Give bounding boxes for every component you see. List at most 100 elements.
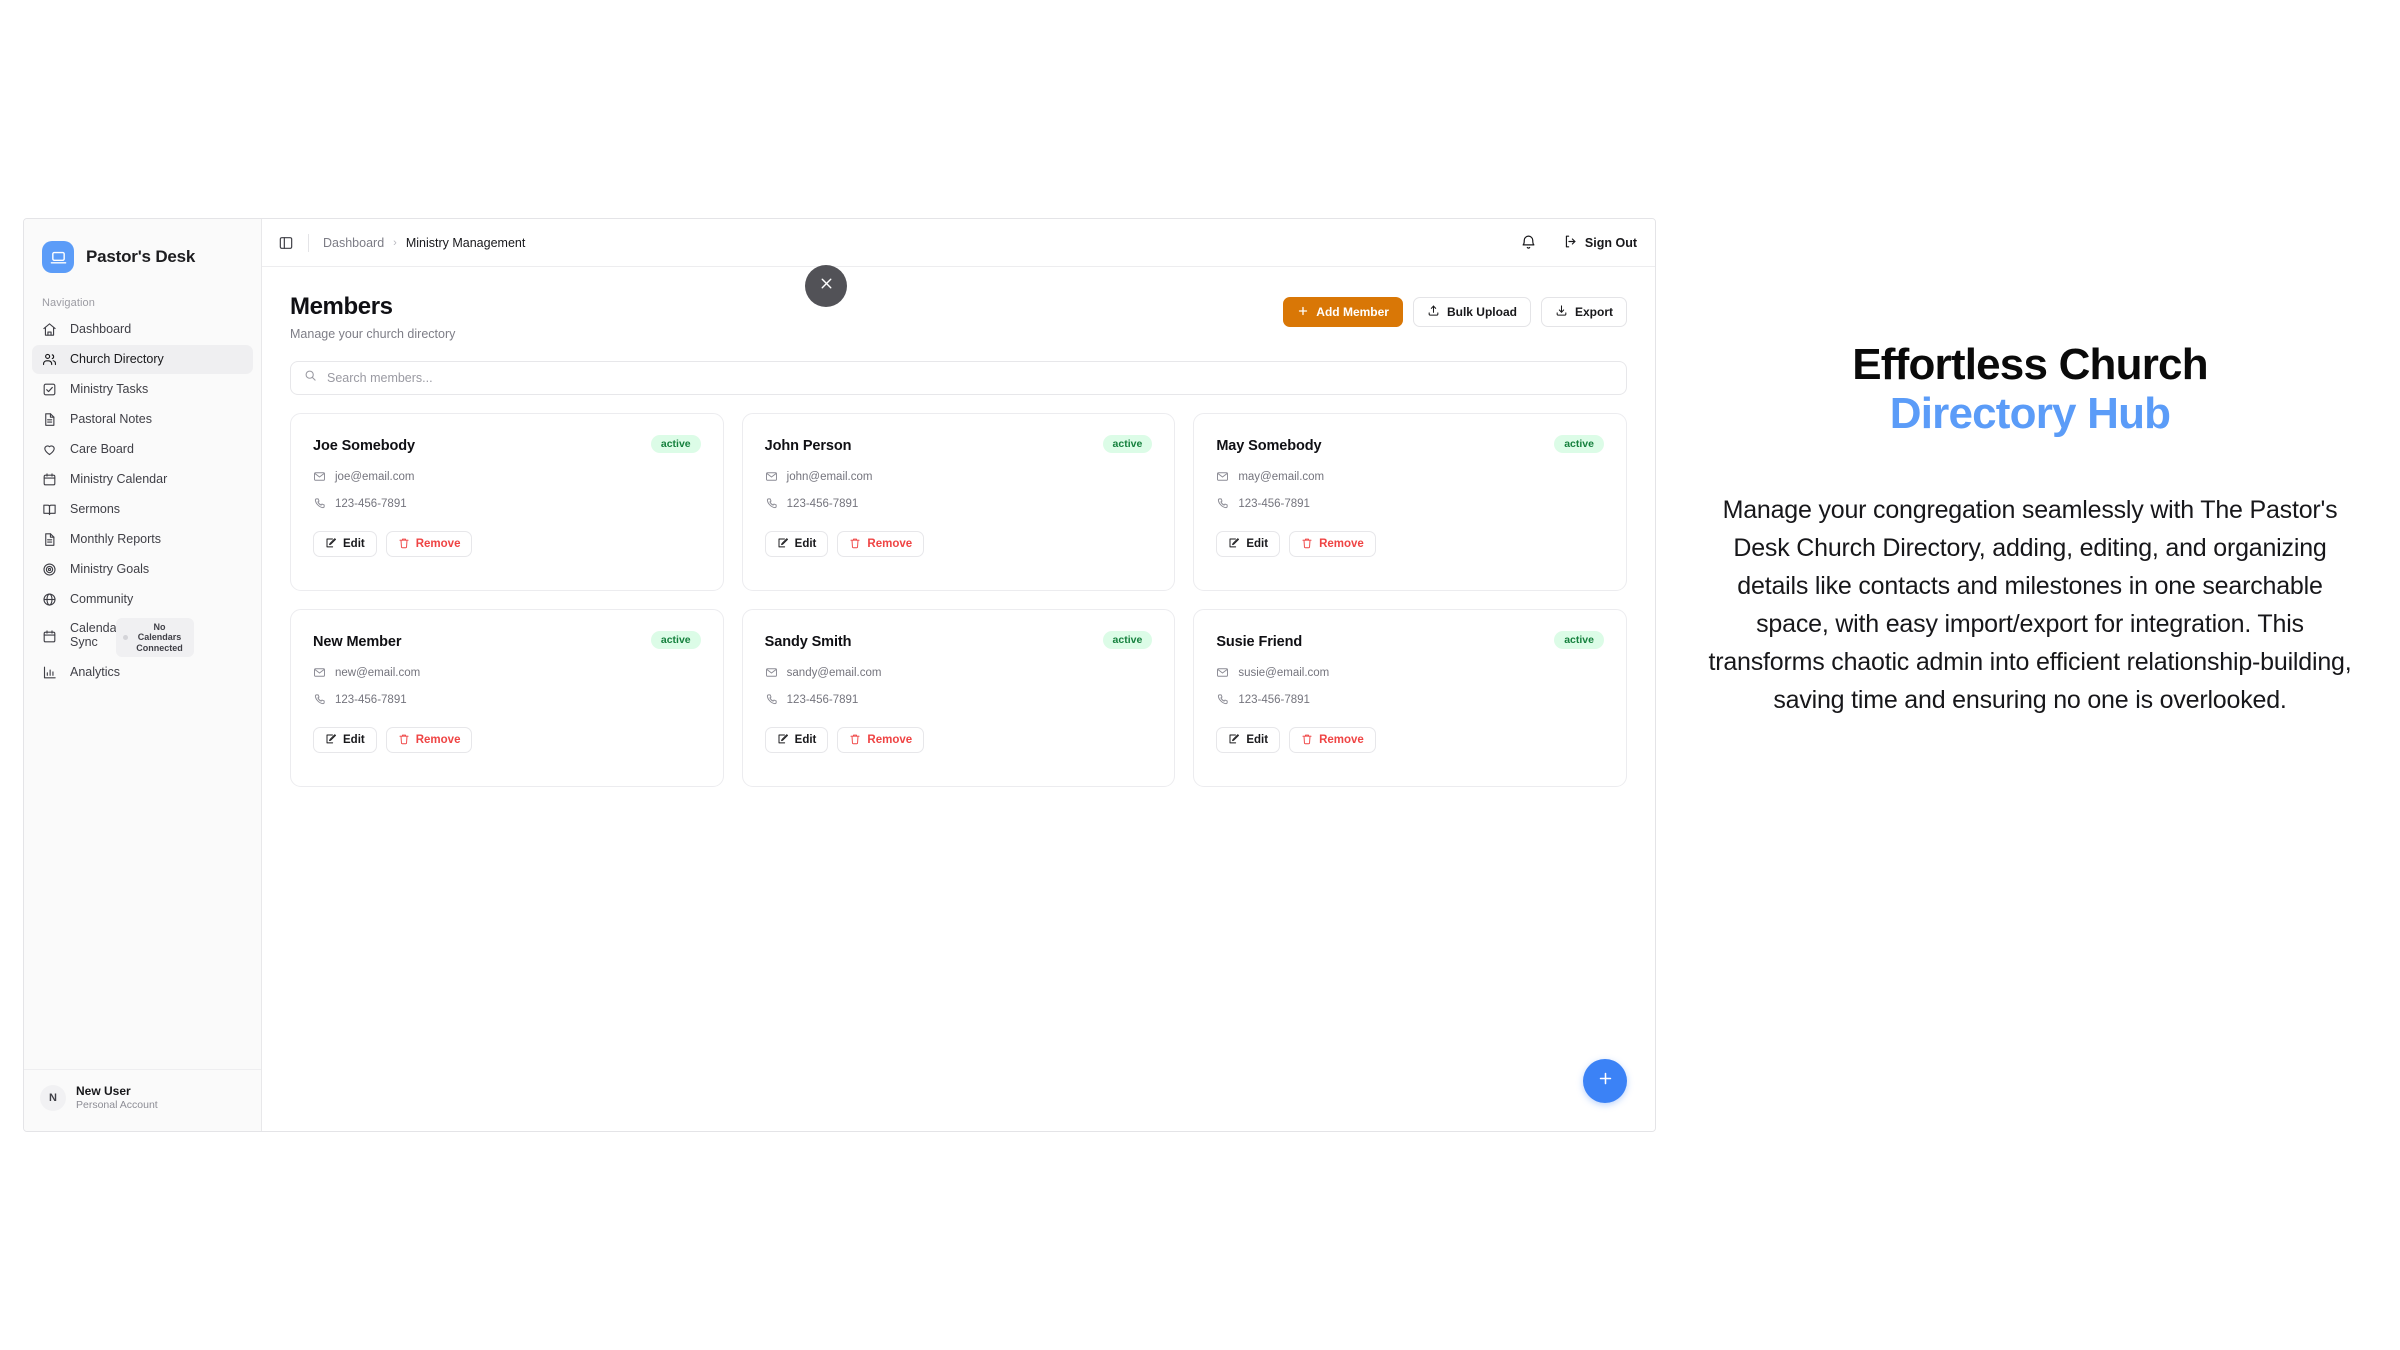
mail-icon [765,470,778,483]
brand[interactable]: Pastor's Desk [24,219,261,289]
member-name: Sandy Smith [764,634,852,650]
remove-button[interactable]: Remove [385,727,473,753]
member-card-header: Sandy Smith active [764,631,1153,652]
member-card[interactable]: John Person active john@email.com 123-45… [741,413,1176,591]
edit-button[interactable]: Edit [764,531,829,557]
member-name: New Member [313,634,402,650]
member-phone-row: 123-456-7891 [313,693,701,706]
trash-icon [1301,733,1313,748]
member-card-header: Susie Friend active [1216,631,1604,652]
member-card[interactable]: Sandy Smith active sandy@email.com 123-4… [741,609,1176,787]
phone-icon [1216,693,1229,706]
plus-icon [1297,305,1309,320]
search-box[interactable] [290,361,1627,395]
status-badge: active [1554,631,1604,649]
upload-icon [1427,304,1440,320]
sidebar-item-label: Ministry Goals [70,562,150,577]
page-header: Members Manage your church directory Add… [290,293,1627,341]
mail-icon [1216,470,1229,483]
log-out-icon [1563,234,1578,252]
topbar-right: Sign Out [1520,234,1637,252]
member-email: john@email.com [786,470,873,483]
member-name: Susie Friend [1216,634,1303,650]
sidebar-item-church-directory[interactable]: Church Directory [32,345,253,374]
mail-icon [1216,666,1229,679]
sidebar-item-analytics[interactable]: Analytics [32,658,253,687]
close-overlay-button[interactable] [805,265,847,307]
users-icon [42,352,57,367]
export-label: Export [1574,305,1613,319]
pencil-square-icon [325,733,337,748]
file-text-icon [42,412,57,427]
edit-label: Edit [794,538,817,550]
sidebar-item-monthly-reports[interactable]: Monthly Reports [32,525,253,554]
remove-label: Remove [1319,734,1364,746]
sign-out-button[interactable]: Sign Out [1563,234,1637,252]
add-floating-action-button[interactable] [1583,1059,1627,1103]
sidebar-item-pastoral-notes[interactable]: Pastoral Notes [32,405,253,434]
remove-button[interactable]: Remove [1289,531,1376,557]
sidebar-item-community[interactable]: Community [32,585,253,614]
edit-button[interactable]: Edit [1216,531,1281,557]
sidebar-user-account[interactable]: N New User Personal Account [24,1068,261,1131]
sidebar-item-ministry-calendar[interactable]: Ministry Calendar [32,465,253,494]
search-input[interactable] [327,371,1613,385]
nav-list: Dashboard Church Directory Ministry Task… [24,315,261,687]
member-email: susie@email.com [1238,666,1330,679]
member-card[interactable]: Joe Somebody active joe@email.com 123-45… [290,413,724,591]
bulk-upload-button[interactable]: Bulk Upload [1412,297,1531,327]
remove-button[interactable]: Remove [385,531,473,557]
member-card-actions: Edit Remove [764,727,1153,753]
promo-headline-line1: Effortless Church [1852,340,2208,389]
member-email-row: may@email.com [1216,470,1604,483]
member-card[interactable]: Susie Friend active susie@email.com 123-… [1193,609,1627,787]
sidebar-item-ministry-goals[interactable]: Ministry Goals [32,555,253,584]
mail-icon [313,470,326,483]
panel-left-icon[interactable] [278,235,294,251]
member-card-header: John Person active [765,435,1153,456]
sidebar-item-label: Monthly Reports [70,532,162,547]
member-email-row: susie@email.com [1216,666,1604,679]
search-icon [304,369,317,387]
status-badge: active [1554,435,1604,453]
add-member-button[interactable]: Add Member [1283,297,1403,327]
page-subtitle: Manage your church directory [290,327,456,341]
nav-section-label: Navigation [42,297,95,309]
breadcrumb-dashboard[interactable]: Dashboard [323,235,385,250]
edit-button[interactable]: Edit [764,727,829,753]
member-card[interactable]: New Member active new@email.com 123-456-… [290,609,724,787]
member-email: new@email.com [335,666,421,679]
target-icon [42,562,57,577]
bar-chart-icon [42,665,57,680]
status-badge: active [1102,631,1153,649]
calendar-icon [42,472,57,487]
status-badge-label: No Calendars Connected [136,622,183,653]
sidebar-item-calendar-sync[interactable]: Calendar Sync No Calendars Connected [32,615,253,658]
sidebar-item-dashboard[interactable]: Dashboard [32,315,253,344]
sidebar-item-sermons[interactable]: Sermons [32,495,253,524]
edit-label: Edit [794,734,817,746]
members-grid: Joe Somebody active joe@email.com 123-45… [290,413,1627,787]
bell-icon[interactable] [1520,234,1537,251]
export-button[interactable]: Export [1540,297,1627,327]
breadcrumb: Dashboard › Ministry Management [323,236,525,250]
remove-button[interactable]: Remove [1289,727,1376,753]
member-email-row: new@email.com [313,666,701,679]
edit-button[interactable]: Edit [1216,727,1281,753]
member-email-row: sandy@email.com [765,666,1153,679]
remove-button[interactable]: Remove [837,531,925,557]
member-email: may@email.com [1238,470,1325,483]
sidebar-item-label: Dashboard [70,322,132,337]
sidebar-item-care-board[interactable]: Care Board [32,435,253,464]
remove-button[interactable]: Remove [837,727,925,753]
main-area: Dashboard › Ministry Management Sign Out [262,219,1655,1131]
promo-headline: Effortless Church Directory Hub [1700,340,2360,439]
page-header-text: Members Manage your church directory [290,293,455,341]
edit-button[interactable]: Edit [313,727,377,753]
sidebar-item-ministry-tasks[interactable]: Ministry Tasks [32,375,253,404]
avatar: N [40,1085,66,1112]
edit-button[interactable]: Edit [313,531,377,557]
trash-icon [398,733,410,748]
member-card[interactable]: May Somebody active may@email.com 123-45… [1193,413,1627,591]
calendar-icon [42,629,57,644]
